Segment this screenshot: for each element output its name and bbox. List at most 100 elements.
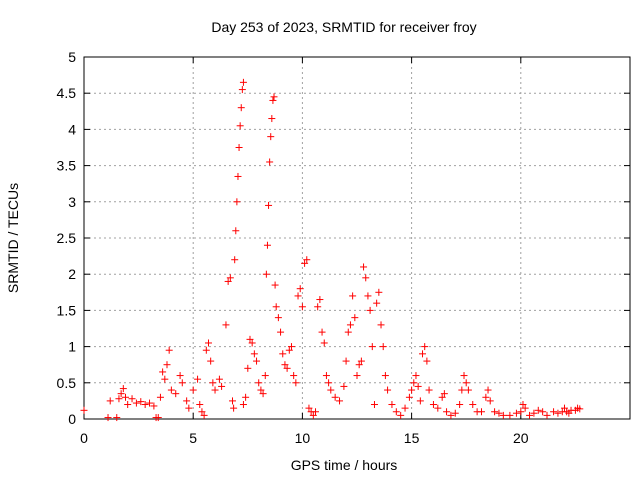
y-tick-label: 2 — [68, 266, 76, 282]
data-point — [346, 321, 354, 329]
data-point — [438, 393, 446, 401]
data-point — [150, 402, 158, 410]
data-point — [224, 277, 232, 285]
data-point — [512, 409, 520, 417]
data-point — [305, 404, 313, 412]
data-point — [185, 404, 193, 412]
data-point — [124, 401, 132, 409]
data-point — [229, 397, 237, 405]
data-point — [429, 401, 437, 409]
data-point — [235, 144, 243, 151]
data-point — [104, 414, 112, 422]
data-point — [176, 372, 184, 380]
data-point — [349, 292, 357, 300]
data-point — [154, 414, 162, 422]
data-point — [327, 386, 335, 394]
data-point — [161, 375, 169, 383]
y-tick-label: 3 — [68, 194, 76, 210]
data-point — [172, 390, 180, 398]
data-point — [419, 350, 427, 358]
data-point — [233, 198, 241, 206]
data-point — [381, 372, 389, 380]
data-point — [576, 405, 584, 413]
data-point — [238, 86, 246, 94]
data-point — [117, 390, 125, 398]
data-point — [325, 379, 333, 387]
data-point — [519, 401, 527, 409]
data-point — [316, 296, 324, 304]
data-point — [392, 408, 400, 416]
data-point — [198, 408, 206, 416]
x-tick-label: 10 — [295, 430, 311, 446]
data-point — [469, 401, 477, 409]
data-point — [246, 335, 254, 343]
data-point — [517, 408, 525, 416]
y-axis-label: SRMTID / TECUs — [5, 183, 21, 293]
y-tick-label: 4 — [68, 121, 76, 137]
data-point — [414, 382, 422, 390]
data-point — [499, 411, 507, 419]
data-point — [218, 382, 226, 390]
data-point — [267, 133, 275, 141]
data-point — [410, 379, 418, 387]
data-point — [137, 398, 145, 406]
data-point — [287, 343, 295, 351]
data-point — [128, 395, 136, 403]
data-point — [477, 408, 485, 416]
data-point — [156, 393, 164, 401]
data-point — [204, 339, 212, 347]
data-point — [303, 256, 311, 264]
y-tick-label: 5 — [68, 49, 76, 65]
data-point — [355, 361, 363, 369]
data-point — [384, 386, 392, 394]
data-point — [236, 122, 244, 130]
data-point — [550, 408, 558, 416]
data-point — [377, 321, 385, 329]
x-axis-label: GPS time / hours — [291, 457, 398, 473]
data-point — [458, 386, 466, 394]
data-point — [231, 256, 239, 264]
data-point — [265, 201, 273, 209]
data-point — [196, 401, 204, 409]
data-point — [370, 401, 378, 409]
data-point — [189, 386, 197, 394]
data-point — [491, 408, 499, 416]
data-point — [279, 350, 287, 358]
data-point — [268, 115, 276, 123]
data-point — [159, 368, 167, 376]
data-point — [342, 357, 350, 365]
data-point — [486, 397, 494, 405]
data-point — [80, 406, 88, 414]
data-point — [285, 346, 293, 354]
x-tick-label: 20 — [513, 430, 529, 446]
data-point — [115, 395, 123, 403]
data-point — [239, 401, 247, 409]
data-point — [183, 397, 191, 405]
data-point — [121, 393, 129, 401]
data-point — [255, 379, 263, 387]
data-point — [178, 379, 186, 387]
data-point — [266, 158, 274, 166]
data-point — [423, 357, 431, 365]
data-point — [163, 361, 171, 369]
data-point — [194, 375, 202, 383]
data-point — [421, 343, 429, 351]
y-tick-label: 0.5 — [57, 375, 77, 391]
data-point — [209, 379, 217, 387]
y-tick-label: 0 — [68, 411, 76, 427]
data-point — [506, 411, 514, 419]
data-point — [362, 274, 370, 282]
x-tick-label: 15 — [404, 430, 420, 446]
data-point — [309, 411, 317, 419]
data-point — [521, 404, 529, 412]
data-point — [301, 259, 309, 267]
data-point — [434, 404, 442, 412]
data-point — [281, 361, 289, 369]
data-point — [425, 386, 433, 394]
data-point — [296, 285, 304, 293]
data-point — [447, 411, 455, 419]
data-point — [207, 357, 215, 365]
data-point — [253, 357, 261, 365]
data-point — [495, 409, 503, 417]
